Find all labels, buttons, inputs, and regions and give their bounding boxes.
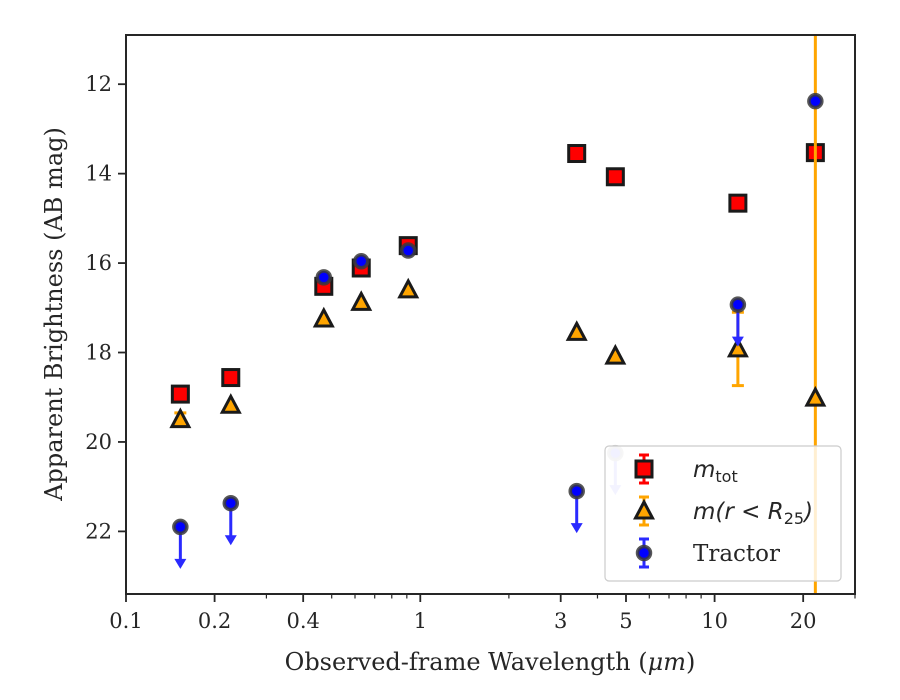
- marker-2-8: [807, 92, 824, 110]
- x-tick-label-1: 0.2: [198, 609, 231, 633]
- x-tick-label-4: 3: [554, 609, 567, 633]
- data-point-2-5: [568, 482, 585, 534]
- series-0: [170, 143, 825, 404]
- axes: 0.1 0.2 0.4 1 3 5 10 20 12 14 16 18 20 22: [85, 34, 856, 633]
- data-point-1-6: [604, 343, 627, 365]
- y-tick-label-2: 16: [85, 251, 112, 275]
- y-tick-label-0: 12: [85, 72, 112, 96]
- x-tick-label-5: 5: [619, 609, 632, 633]
- marker-1-4: [397, 277, 420, 299]
- upper-limit-arrow-icon-2-1: [224, 535, 237, 546]
- data-point-1-0: [169, 407, 192, 429]
- data-point-2-1: [222, 494, 240, 546]
- y-tick-label-5: 22: [85, 519, 112, 543]
- marker-2-2: [315, 269, 333, 286]
- marker-0-6: [605, 167, 625, 187]
- legend: mtot m(r < R25) Tractor: [604, 445, 842, 582]
- data-point-1-7: [726, 310, 749, 388]
- data-point-1-1: [219, 393, 242, 414]
- y-tick-label-1: 14: [85, 162, 112, 186]
- data-point-2-4: [399, 242, 417, 259]
- marker-1-6: [604, 343, 627, 365]
- marker-2-5: [568, 482, 585, 500]
- marker-2-4: [399, 242, 417, 259]
- legend-label-1: m(r < R25): [693, 499, 813, 528]
- marker-1-8: [804, 385, 827, 407]
- x-tick-label-6: 10: [701, 609, 728, 633]
- x-tick-label-2: 0.4: [286, 609, 319, 633]
- data-point-0-7: [728, 193, 748, 213]
- series-1: [169, 35, 827, 594]
- plot-layer: [169, 35, 827, 594]
- data-point-1-4: [397, 277, 420, 299]
- data-point-0-6: [605, 167, 625, 187]
- legend-marker-1: [633, 498, 655, 520]
- legend-marker-2: [635, 544, 653, 562]
- data-point-2-7: [729, 296, 747, 347]
- marker-1-5: [565, 320, 588, 341]
- legend-label-0: mtot: [693, 457, 738, 486]
- legend-entry-0: mtot: [634, 453, 738, 486]
- marker-0-0: [170, 384, 190, 404]
- marker-1-1: [219, 393, 242, 414]
- marker-1-2: [312, 306, 335, 328]
- x-tick-label-0: 0.1: [109, 609, 142, 633]
- x-tick-label-3: 1: [414, 609, 427, 633]
- legend-marker-0: [634, 459, 654, 479]
- data-point-0-1: [221, 368, 241, 388]
- marker-1-0: [169, 407, 192, 429]
- upper-limit-arrow-icon-2-5: [570, 523, 583, 534]
- legend-entry-1: m(r < R25): [633, 495, 813, 528]
- y-tick-label-4: 20: [85, 430, 112, 454]
- data-point-2-0: [172, 518, 189, 569]
- marker-1-3: [350, 290, 373, 311]
- marker-2-7: [729, 296, 747, 313]
- marker-0-5: [567, 144, 587, 164]
- legend-entry-2: Tractor: [635, 537, 780, 569]
- data-point-0-0: [170, 384, 190, 404]
- marker-2-3: [352, 253, 370, 270]
- marker-2-1: [222, 494, 240, 512]
- upper-limit-arrow-icon-2-0: [174, 558, 187, 569]
- y-axis-label: Apparent Brightness (AB mag): [40, 127, 68, 502]
- x-axis-label: Observed-frame Wavelength (μm): [285, 648, 696, 676]
- legend-box: [604, 445, 842, 582]
- marker-2-0: [172, 518, 189, 536]
- data-point-0-5: [567, 144, 587, 164]
- legend-label-2: Tractor: [693, 541, 780, 567]
- data-point-1-2: [312, 306, 335, 328]
- marker-0-7: [728, 193, 748, 213]
- data-point-1-5: [565, 320, 588, 341]
- marker-0-1: [221, 368, 241, 388]
- data-point-1-3: [350, 290, 373, 311]
- data-point-2-8: [807, 92, 824, 110]
- x-tick-label-7: 20: [790, 609, 817, 633]
- upper-limit-arrow-icon-2-7: [731, 336, 744, 347]
- data-point-2-3: [352, 253, 370, 270]
- data-point-2-2: [315, 269, 333, 286]
- marker-1-7: [726, 336, 749, 358]
- y-tick-label-3: 18: [85, 341, 112, 365]
- plot-frame: [125, 34, 856, 595]
